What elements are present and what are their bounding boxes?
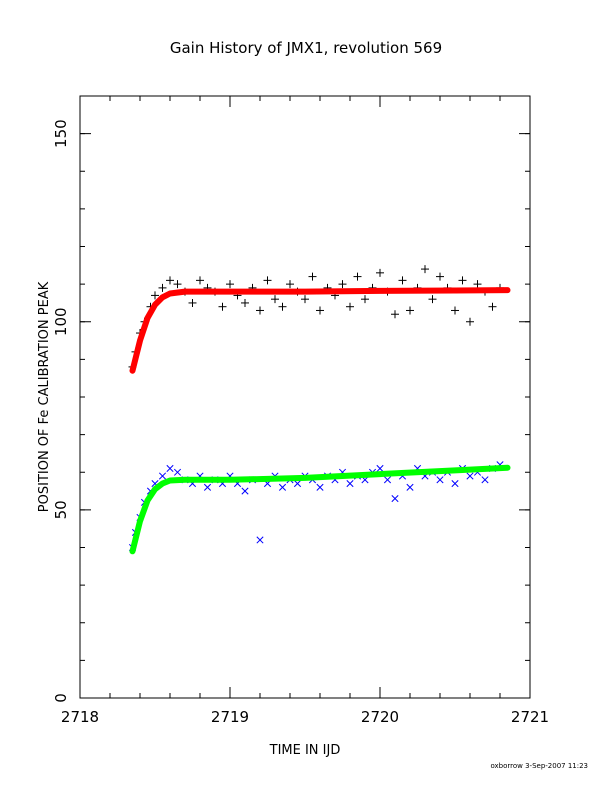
cross-mark-b [278, 483, 287, 491]
data-point [256, 536, 264, 544]
y-tick-label: 100 [52, 307, 70, 336]
cross-mark-b [451, 479, 459, 488]
data-point [293, 479, 302, 488]
cross-mark-b [166, 464, 174, 473]
data-point [361, 295, 369, 304]
y-tick-label: 0 [52, 693, 70, 703]
cross-mark-b [391, 495, 399, 503]
data-point [406, 483, 414, 491]
data-point [241, 487, 249, 495]
data-point [166, 464, 174, 473]
data-point [376, 464, 384, 473]
cross-mark-b [406, 483, 414, 491]
cross-mark-b [383, 476, 392, 484]
data-point [428, 295, 437, 304]
chart-marks [128, 265, 511, 555]
data-point [481, 476, 489, 484]
data-point [421, 265, 429, 274]
data-point [308, 272, 317, 281]
data-point [398, 276, 407, 285]
data-point [436, 272, 444, 281]
y-axis-label: POSITION OF Fe CALIBRATION PEAK [37, 281, 52, 512]
x-tick-label: 2721 [511, 708, 549, 726]
data-point [173, 468, 182, 476]
cross-mark-b [203, 483, 212, 491]
data-point [338, 280, 347, 289]
data-point [383, 476, 392, 484]
data-point [346, 302, 354, 311]
data-point [376, 268, 384, 277]
x-axis-label: TIME IN IJD [269, 743, 341, 758]
data-point [196, 276, 204, 285]
fit-curve-2 [129, 287, 511, 374]
x-tick-label: 2720 [361, 708, 399, 726]
y-tick-label: 50 [52, 500, 70, 519]
data-point [436, 476, 444, 484]
x-tick-label: 2719 [211, 708, 249, 726]
cross-mark-b [158, 472, 167, 480]
cross-mark-b [481, 476, 489, 484]
data-point [391, 495, 399, 503]
data-point [466, 317, 474, 326]
data-point [466, 472, 474, 480]
data-point [158, 283, 167, 292]
plot-frame [79, 95, 531, 699]
data-point [488, 302, 497, 311]
cross-mark-b [466, 472, 474, 480]
cross-mark-b [256, 536, 264, 544]
chart-title: Gain History of JMX1, revolution 569 [170, 39, 442, 57]
cross-mark-b [293, 479, 302, 488]
data-point [271, 295, 279, 304]
data-point [263, 276, 272, 285]
data-point [278, 483, 287, 491]
data-point [458, 276, 467, 285]
data-point [316, 306, 324, 315]
data-point [391, 310, 399, 319]
tick-labels: 2718 2719 2720 2721 0 50 100 150 [52, 119, 549, 726]
cross-mark-b [173, 468, 182, 476]
data-point [218, 302, 227, 311]
cross-mark-b [316, 483, 324, 491]
data-point [256, 306, 264, 315]
data-point [158, 472, 167, 480]
data-point [301, 295, 309, 304]
data-point [278, 302, 287, 311]
data-point [241, 298, 249, 307]
y-tick-label: 150 [52, 119, 70, 148]
x-tick-label: 2718 [61, 708, 99, 726]
data-point [346, 479, 354, 488]
data-point [173, 280, 182, 289]
data-point [473, 280, 482, 289]
data-point [166, 276, 174, 285]
data-point [353, 272, 362, 281]
data-point [406, 306, 414, 315]
data-point [226, 280, 234, 289]
fit-curve-3 [129, 464, 511, 555]
data-point [203, 483, 212, 491]
data-point [451, 479, 459, 488]
cross-mark-b [241, 487, 249, 495]
data-point [151, 291, 159, 300]
cross-mark-b [436, 476, 444, 484]
cross-mark-b [346, 479, 354, 488]
footer-stamp: oxborrow 3-Sep-2007 11:23 [490, 762, 588, 770]
axis-ticks [79, 95, 531, 699]
data-point [316, 483, 324, 491]
cross-mark-b [151, 479, 159, 488]
cross-mark-b [376, 464, 384, 473]
data-point [188, 298, 197, 307]
data-point [286, 280, 294, 289]
data-point [451, 306, 459, 315]
